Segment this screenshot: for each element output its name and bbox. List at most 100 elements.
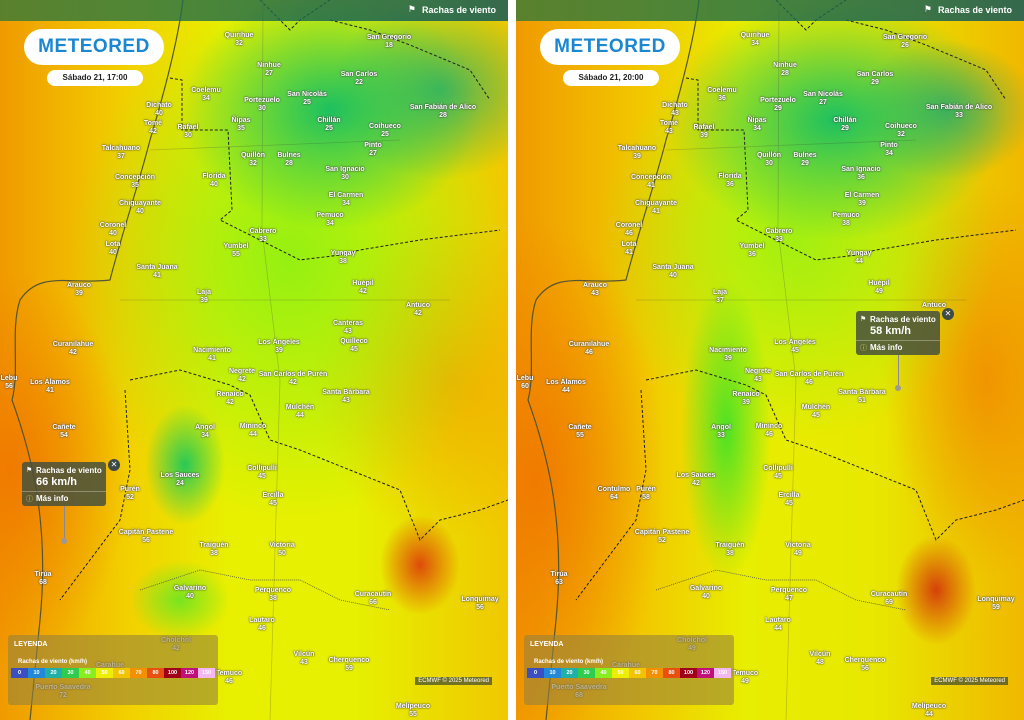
city-label[interactable]: Concepción 41 xyxy=(631,174,671,190)
city-label[interactable]: Cañete 55 xyxy=(568,424,591,440)
city-label[interactable]: Quirihue 34 xyxy=(741,32,770,48)
city-label[interactable]: Lonquimay 56 xyxy=(461,596,498,612)
city-label[interactable]: Renaico 42 xyxy=(216,391,243,407)
city-label[interactable]: Temuco 49 xyxy=(732,670,758,686)
city-label[interactable]: Huépil 49 xyxy=(868,280,889,296)
city-label[interactable]: Antuco 42 xyxy=(406,302,430,318)
city-label[interactable]: Quillón 30 xyxy=(757,152,781,168)
city-label[interactable]: Purén 58 xyxy=(636,486,656,502)
city-label[interactable]: San Ignacio 36 xyxy=(841,166,880,182)
city-label[interactable]: Galvarino 40 xyxy=(174,585,206,601)
city-label[interactable]: Vilcún 48 xyxy=(810,651,831,667)
city-label[interactable]: Lebu 56 xyxy=(1,375,18,391)
city-label[interactable]: Ercilla 45 xyxy=(778,492,799,508)
city-label[interactable]: San Carlos 22 xyxy=(341,71,378,87)
city-label[interactable]: Tirúa 68 xyxy=(35,571,52,587)
city-label[interactable]: Yungay 44 xyxy=(847,250,872,266)
city-label[interactable]: Santa Juana 40 xyxy=(652,264,693,280)
city-label[interactable]: Melipeuco 55 xyxy=(396,703,430,719)
city-label[interactable]: Ñipas 34 xyxy=(747,117,766,133)
city-label[interactable]: Antuco xyxy=(922,302,946,310)
city-label[interactable]: Melipeuco 44 xyxy=(912,703,946,719)
location-marker[interactable] xyxy=(895,385,901,391)
city-label[interactable]: Angol 34 xyxy=(195,424,215,440)
city-label[interactable]: Quirihue 32 xyxy=(225,32,254,48)
more-info-link[interactable]: Más info xyxy=(36,494,69,503)
city-label[interactable]: Nacimiento 39 xyxy=(709,347,747,363)
city-label[interactable]: El Carmen 34 xyxy=(329,192,364,208)
city-label[interactable]: Capitán Pastene 56 xyxy=(119,529,173,545)
city-label[interactable]: Lota 40 xyxy=(106,241,121,257)
city-label[interactable]: Bulnes 29 xyxy=(793,152,816,168)
city-label[interactable]: Portezuelo 29 xyxy=(760,97,796,113)
city-label[interactable]: Collipulli 45 xyxy=(247,465,277,481)
city-label[interactable]: Cañete 54 xyxy=(52,424,75,440)
city-label[interactable]: Coelemu 34 xyxy=(191,87,221,103)
city-label[interactable]: Chiguayante 40 xyxy=(119,200,161,216)
city-label[interactable]: Tirúa 63 xyxy=(551,571,568,587)
location-marker[interactable] xyxy=(61,538,67,544)
city-label[interactable]: Lonquimay 59 xyxy=(977,596,1014,612)
city-label[interactable]: Pinto 27 xyxy=(364,142,382,158)
city-label[interactable]: Rafael 30 xyxy=(177,124,198,140)
city-label[interactable]: Ercilla 45 xyxy=(262,492,283,508)
city-label[interactable]: Dichato 43 xyxy=(662,102,688,118)
city-label[interactable]: Dichato 40 xyxy=(146,102,172,118)
city-label[interactable]: Ninhue 28 xyxy=(773,62,797,78)
city-label[interactable]: Cabrero 33 xyxy=(250,228,277,244)
city-label[interactable]: Yumbel 55 xyxy=(224,243,249,259)
city-label[interactable]: Negrete 42 xyxy=(229,368,255,384)
wind-gust-heatmap[interactable] xyxy=(0,0,508,720)
more-info-link[interactable]: Más info xyxy=(870,343,903,352)
city-label[interactable]: San Gregorio 18 xyxy=(367,34,411,50)
city-label[interactable]: Yumbel 36 xyxy=(740,243,765,259)
city-label[interactable]: Talcahuano 39 xyxy=(618,145,656,161)
city-label[interactable]: Temuco 46 xyxy=(216,670,242,686)
city-label[interactable]: Florida 40 xyxy=(202,173,225,189)
city-label[interactable]: Los Álamos 44 xyxy=(546,379,586,395)
city-label[interactable]: Los Sauces 42 xyxy=(677,472,716,488)
city-label[interactable]: Lebu 60 xyxy=(517,375,534,391)
city-label[interactable]: Vilcún 43 xyxy=(294,651,315,667)
city-label[interactable]: Mulchén 45 xyxy=(802,404,830,420)
city-label[interactable]: Ninhue 27 xyxy=(257,62,281,78)
city-label[interactable]: San Carlos de Purén 46 xyxy=(775,371,843,387)
city-label[interactable]: Tomé 43 xyxy=(660,120,678,136)
city-label[interactable]: Bulnes 28 xyxy=(277,152,300,168)
city-label[interactable]: Los Ángeles 45 xyxy=(774,339,816,355)
map-panel[interactable]: ⚑ Rachas de viento METEORED Sábado 21, 20… xyxy=(516,0,1024,720)
city-label[interactable]: Laja 37 xyxy=(713,289,727,305)
city-label[interactable]: Curanilahue 42 xyxy=(53,341,93,357)
city-label[interactable]: Santa Bárbara 43 xyxy=(322,389,369,405)
city-label[interactable]: Collipulli 45 xyxy=(763,465,793,481)
city-label[interactable]: Chillán 29 xyxy=(833,117,856,133)
city-label[interactable]: Pinto 34 xyxy=(880,142,898,158)
city-label[interactable]: Galvarino 40 xyxy=(690,585,722,601)
city-label[interactable]: Perquenco 47 xyxy=(771,587,807,603)
city-label[interactable]: San Carlos de Purén 42 xyxy=(259,371,327,387)
city-label[interactable]: Talcahuano 37 xyxy=(102,145,140,161)
forecast-time[interactable]: Sábado 21, 17:00 xyxy=(47,70,143,86)
city-label[interactable]: Canteras 43 xyxy=(333,320,363,336)
city-label[interactable]: Coronel 46 xyxy=(616,222,642,238)
city-label[interactable]: San Nicolás 25 xyxy=(287,91,327,107)
city-label[interactable]: San Carlos 29 xyxy=(857,71,894,87)
city-label[interactable]: Lautaro 44 xyxy=(765,617,791,633)
city-label[interactable]: Lautaro 46 xyxy=(249,617,275,633)
layer-selector[interactable]: Rachas de viento xyxy=(421,5,496,15)
city-label[interactable]: Chiguayante 41 xyxy=(635,200,677,216)
city-label[interactable]: El Carmen 39 xyxy=(845,192,880,208)
city-label[interactable]: Tomé 42 xyxy=(144,120,162,136)
city-label[interactable]: Purén 52 xyxy=(120,486,140,502)
city-label[interactable]: San Ignacio 30 xyxy=(325,166,364,182)
city-label[interactable]: Coihueco 32 xyxy=(885,123,917,139)
city-label[interactable]: Mulchén 44 xyxy=(286,404,314,420)
city-label[interactable]: Arauco 39 xyxy=(67,282,91,298)
close-icon[interactable]: ✕ xyxy=(942,308,954,320)
city-label[interactable]: Nacimiento 41 xyxy=(193,347,231,363)
city-label[interactable]: Chillán 25 xyxy=(317,117,340,133)
city-label[interactable]: Ñipas 35 xyxy=(231,117,250,133)
city-label[interactable]: Angol 33 xyxy=(711,424,731,440)
city-label[interactable]: Los Ángeles 39 xyxy=(258,339,300,355)
close-icon[interactable]: ✕ xyxy=(108,459,120,471)
